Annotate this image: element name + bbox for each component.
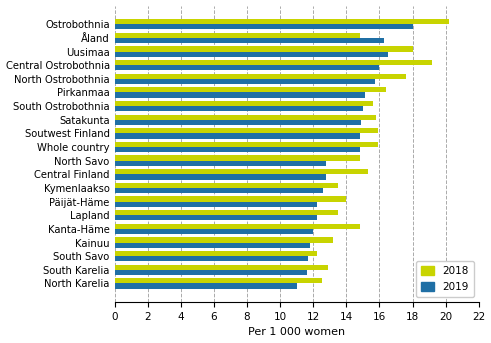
- Bar: [114, 215, 317, 221]
- Bar: [114, 87, 386, 93]
- Bar: [114, 128, 378, 133]
- Bar: [114, 237, 333, 243]
- Bar: [114, 19, 449, 24]
- Bar: [114, 183, 338, 188]
- Bar: [114, 155, 359, 161]
- Bar: [114, 24, 412, 29]
- Bar: [114, 210, 338, 215]
- Bar: [114, 33, 359, 38]
- Bar: [114, 174, 327, 179]
- Legend: 2018, 2019: 2018, 2019: [416, 261, 474, 297]
- Bar: [114, 60, 433, 65]
- Bar: [114, 79, 375, 84]
- Bar: [114, 224, 359, 229]
- Bar: [114, 229, 313, 234]
- Bar: [114, 284, 297, 289]
- Bar: [114, 38, 384, 43]
- Bar: [114, 147, 359, 152]
- Bar: [114, 197, 346, 202]
- Bar: [114, 74, 406, 79]
- Bar: [114, 188, 323, 193]
- Bar: [114, 115, 376, 120]
- Bar: [114, 93, 365, 98]
- Bar: [114, 278, 322, 284]
- Bar: [114, 256, 308, 261]
- Bar: [114, 65, 380, 70]
- Bar: [114, 270, 306, 275]
- Bar: [114, 106, 363, 111]
- Bar: [114, 243, 310, 248]
- Bar: [114, 46, 412, 51]
- Bar: [114, 169, 368, 174]
- Bar: [114, 51, 388, 57]
- Bar: [114, 265, 328, 270]
- Bar: [114, 101, 373, 106]
- Bar: [114, 142, 378, 147]
- Bar: [114, 120, 361, 125]
- Bar: [114, 251, 317, 256]
- X-axis label: Per 1 000 women: Per 1 000 women: [248, 328, 345, 338]
- Bar: [114, 202, 317, 207]
- Bar: [114, 161, 327, 166]
- Bar: [114, 133, 359, 139]
